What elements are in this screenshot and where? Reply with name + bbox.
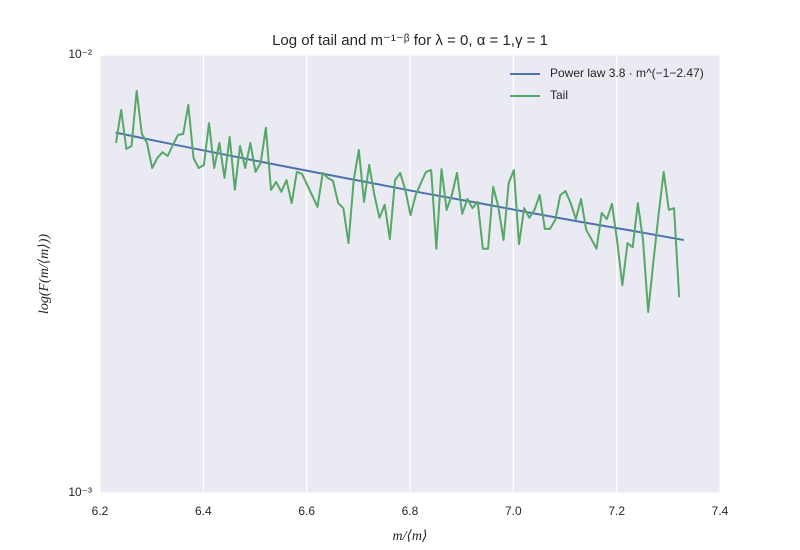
y-tick-label: 10⁻² bbox=[68, 47, 92, 61]
x-tick-label: 6.8 bbox=[402, 504, 419, 518]
legend-label: Power law 3.8 · m^(−1−2.47) bbox=[550, 66, 704, 80]
x-axis-label: m/⟨m⟩ bbox=[392, 529, 427, 544]
chart-title: Log of tail and m⁻¹⁻ᵝ for λ = 0, α = 1,γ… bbox=[272, 32, 548, 49]
x-tick-label: 6.4 bbox=[195, 504, 212, 518]
x-tick-label: 6.2 bbox=[92, 504, 109, 518]
x-tick-label: 7.4 bbox=[712, 504, 729, 518]
x-tick-label: 7.0 bbox=[505, 504, 522, 518]
x-tick-label: 6.6 bbox=[298, 504, 315, 518]
legend-label: Tail bbox=[550, 88, 568, 102]
y-axis-label: log(F(m/⟨m⟩)) bbox=[37, 234, 52, 314]
line-series bbox=[115, 131, 685, 242]
line-series bbox=[115, 89, 681, 313]
y-tick-label: 10⁻³ bbox=[68, 485, 92, 499]
x-tick-label: 7.2 bbox=[608, 504, 625, 518]
